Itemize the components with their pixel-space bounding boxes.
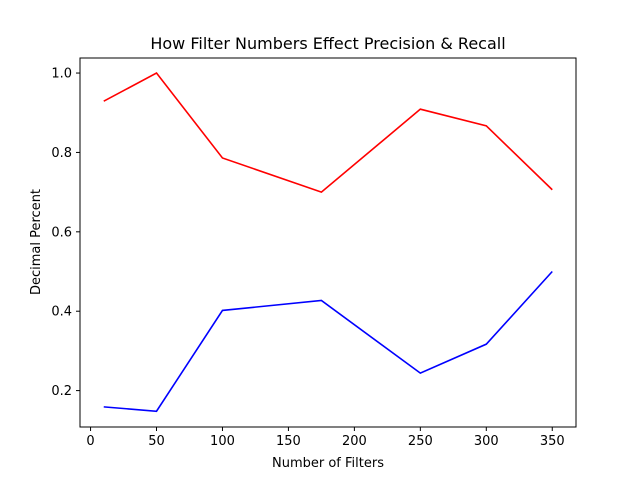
x-tick-label: 50 [148,434,165,449]
chart-title: How Filter Numbers Effect Precision & Re… [150,34,505,53]
series-layer [103,72,553,413]
y-tick-label: 0.6 [51,225,72,240]
series-line-0 [103,72,553,194]
y-axis-label: Decimal Percent [29,189,44,295]
x-tick-label: 0 [86,434,94,449]
x-tick-label: 200 [342,434,367,449]
y-tick-label: 0.2 [51,384,72,399]
x-tick-label: 150 [276,434,301,449]
x-tick-label: 250 [408,434,433,449]
x-tick-label: 350 [540,434,565,449]
y-tick-label: 0.4 [51,305,72,320]
y-tick-label: 1.0 [51,67,72,82]
plot-frame [79,57,577,428]
x-axis: 0 50 100 150 200 250 300 350 [86,427,565,449]
series-line-1 [103,270,553,413]
x-tick-label: 100 [210,434,235,449]
y-tick-label: 0.8 [51,146,72,161]
y-axis: 0.2 0.4 0.6 0.8 1.0 [51,67,80,399]
x-axis-label: Number of Filters [272,456,384,471]
x-tick-label: 300 [474,434,499,449]
